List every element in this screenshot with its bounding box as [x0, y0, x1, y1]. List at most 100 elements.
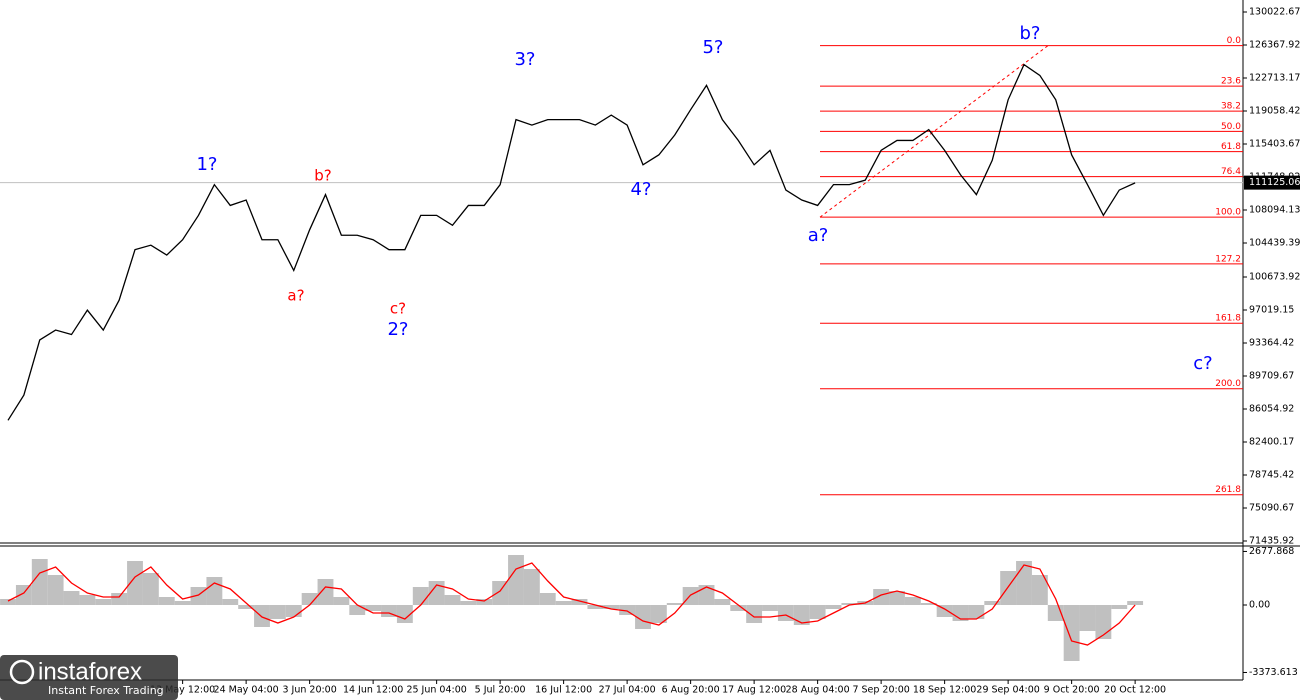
oscillator-bar	[317, 579, 334, 605]
wave-label: b?	[314, 167, 331, 185]
plot: 0.0 23.6 38.2 50.0 61.8 76.4 100.0 127.2 161.8 20…	[0, 6, 1300, 696]
price-line	[7, 63, 1136, 421]
x-tick-label: 16 Jul 12:00	[535, 685, 592, 696]
x-tick-label: 24 May 04:00	[214, 685, 279, 696]
oscillator-bar	[63, 591, 80, 605]
fib-level-label: 261.8	[1215, 485, 1241, 495]
y-tick-label: -3373.613	[1249, 667, 1298, 678]
oscillator-bar	[746, 605, 763, 623]
fib-level-label: 23.6	[1221, 77, 1241, 87]
logo-background	[0, 655, 178, 700]
x-tick-label: 28 Aug 04:00	[786, 685, 850, 696]
oscillator-bar	[523, 569, 540, 605]
x-tick-label: 25 Jun 04:00	[406, 685, 466, 696]
fib-level-label: 200.0	[1215, 379, 1241, 389]
x-tick-label: 5 Jul 20:00	[475, 685, 526, 696]
oscillator-bar	[603, 605, 620, 609]
oscillator-bar	[269, 605, 286, 619]
oscillator-bar	[1016, 561, 1032, 605]
wave-label: 2?	[387, 319, 408, 340]
oscillator-bar	[428, 581, 445, 605]
y-tick-label: 75090.67	[1249, 502, 1294, 513]
logo: instaforex Instant Forex Trading	[0, 655, 178, 700]
oscillator-bar	[841, 603, 858, 605]
oscillator-bar	[222, 599, 239, 605]
y-tick-label: 2677.868	[1249, 546, 1294, 557]
y-tick-label: 89709.67	[1249, 370, 1294, 381]
oscillator-bar	[206, 577, 223, 605]
y-tick-label: 119058.42	[1249, 105, 1300, 116]
y-tick-label: 97019.15	[1249, 304, 1294, 315]
y-tick-label: 108094.13	[1249, 204, 1300, 215]
oscillator-bar	[1095, 605, 1112, 639]
x-tick-label: 14 Jun 12:00	[343, 685, 403, 696]
oscillator-bar	[730, 605, 747, 611]
x-tick-label: 3 Jun 20:00	[282, 685, 336, 696]
oscillator-bar	[825, 605, 842, 609]
wave-label: 3?	[514, 49, 535, 70]
oscillator-bar	[809, 605, 826, 619]
fib-level-label: 127.2	[1215, 254, 1241, 264]
oscillator-bar	[158, 597, 175, 605]
y-tick-label: 130022.67	[1249, 6, 1300, 17]
fib-level-label: 0.0	[1227, 36, 1242, 46]
fib-level-label: 50.0	[1221, 122, 1241, 132]
oscillator-bar	[47, 575, 64, 605]
fib-level-label: 38.2	[1221, 102, 1241, 112]
y-tick-label: 104439.39	[1249, 237, 1300, 248]
oscillator-bar	[365, 605, 382, 611]
oscillator-bar	[142, 573, 159, 605]
oscillator-bar	[460, 601, 477, 605]
oscillator-bar	[111, 593, 128, 605]
oscillator-bar	[285, 605, 302, 617]
fib-level-label: 161.8	[1215, 314, 1241, 324]
oscillator-bar	[476, 599, 493, 605]
wave-label: c?	[390, 300, 406, 318]
oscillator-bar	[666, 603, 683, 605]
oscillator-bar	[254, 605, 270, 627]
oscillator-bar	[333, 597, 350, 605]
oscillator-bar	[555, 601, 572, 605]
oscillator-bar	[682, 587, 699, 605]
logo-tagline: Instant Forex Trading	[48, 684, 164, 697]
oscillator-bar	[968, 605, 985, 619]
y-tick-label: 82400.17	[1249, 436, 1294, 447]
logo-icon	[9, 659, 35, 685]
price-line	[7, 562, 1136, 646]
oscillator-bar	[904, 597, 921, 605]
oscillator-bar	[15, 585, 32, 605]
x-tick-label: 18 Sep 12:00	[913, 685, 976, 696]
logo-name: instaforex	[38, 658, 142, 685]
current-price-label: 111125.06	[1249, 177, 1300, 188]
y-tick-label: 100673.92	[1249, 271, 1300, 282]
oscillator-bar	[889, 591, 905, 605]
oscillator-bar	[1031, 575, 1048, 605]
oscillator-bar	[238, 605, 255, 609]
y-tick-label: 126367.92	[1249, 39, 1300, 50]
oscillator-bar	[777, 605, 794, 621]
oscillator-bar	[650, 605, 667, 623]
oscillator-bar	[301, 593, 318, 605]
oscillator-bar	[635, 605, 651, 629]
fib-level-label: 100.0	[1215, 208, 1241, 218]
x-tick-label: 20 Oct 12:00	[1104, 685, 1166, 696]
current-price-box	[1244, 175, 1300, 190]
oscillator-bar	[587, 605, 604, 609]
oscillator-bar	[539, 593, 556, 605]
y-tick-label: 122713.17	[1249, 72, 1300, 83]
wave-label: 1?	[196, 154, 217, 175]
y-tick-label: 86054.92	[1249, 403, 1294, 414]
oscillator-bar	[873, 589, 890, 605]
oscillator-bar	[95, 599, 112, 605]
wave-label: b?	[1020, 23, 1041, 44]
y-tick-label: 0.00	[1249, 600, 1270, 611]
oscillator-bar	[508, 555, 524, 605]
y-tick-label: 78745.42	[1249, 469, 1294, 480]
x-tick-label: 29 Sep 04:00	[976, 685, 1039, 696]
fib-level-label: 61.8	[1221, 142, 1241, 152]
oscillator-bar	[349, 605, 366, 615]
y-tick-label: 71435.92	[1249, 535, 1294, 546]
y-tick-label: 93364.42	[1249, 337, 1294, 348]
oscillator-bar	[936, 605, 953, 617]
